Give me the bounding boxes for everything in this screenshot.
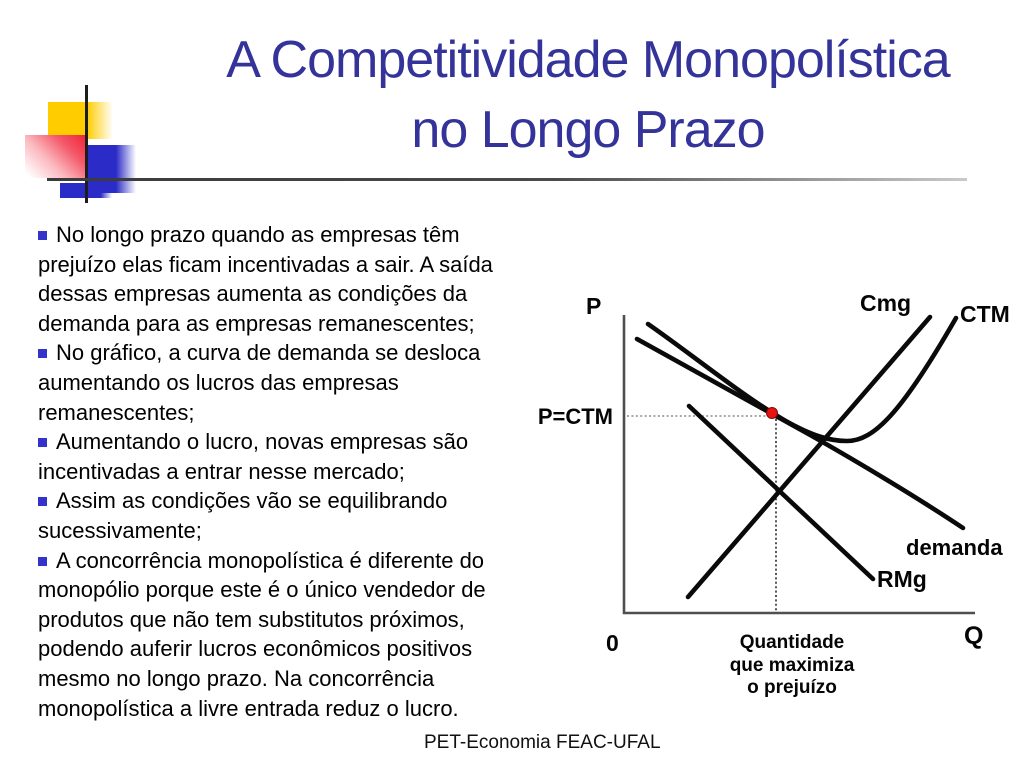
bullet-item: A concorrência monopolística é diferente… xyxy=(38,546,588,724)
axes-lines xyxy=(622,315,975,615)
ctm-curve-label: CTM xyxy=(960,301,1010,327)
slide-footer: PET-Economia FEAC-UFAL xyxy=(424,732,661,753)
bullet-item-text: Assim as condições vão se equilibrando s… xyxy=(38,488,448,543)
bullet-square-icon xyxy=(38,438,47,448)
bullet-item-text: No gráfico, a curva de demanda se desloc… xyxy=(38,340,481,425)
rmg-curve-label: RMg xyxy=(877,566,927,592)
bullet-item-text: Aumentando o lucro, novas empresas são i… xyxy=(38,429,469,484)
cmg-curve xyxy=(685,314,933,600)
bullet-list: No longo prazo quando as empresas têm pr… xyxy=(38,220,588,723)
corner-accent-yellow-square xyxy=(48,102,113,139)
corner-accent-vertical-line xyxy=(85,85,88,203)
demand-curve xyxy=(634,336,966,531)
bullet-item-text: No longo prazo quando as empresas têm pr… xyxy=(38,222,493,336)
ctm-curve xyxy=(645,315,959,444)
demand-curve-label: demanda xyxy=(906,535,1003,560)
title-divider-line xyxy=(47,178,967,181)
bullet-square-icon xyxy=(38,349,47,359)
bullet-item: Aumentando o lucro, novas empresas são i… xyxy=(38,427,588,486)
x-axis-label: Q xyxy=(964,622,984,650)
y-axis-label: P xyxy=(586,293,602,319)
bullet-square-icon xyxy=(38,231,47,240)
bullet-square-icon xyxy=(38,556,47,566)
bullet-item: No longo prazo quando as empresas têm pr… xyxy=(38,220,588,338)
equilibrium-point xyxy=(766,407,778,419)
quantity-annotation: Quantidade que maximiza o prejuízo xyxy=(729,632,855,698)
rmg-curve xyxy=(686,403,876,582)
cmg-curve-label: Cmg xyxy=(860,290,912,316)
bullet-square-icon xyxy=(38,497,47,507)
price-level-label: P=CTM xyxy=(537,404,613,429)
origin-label: 0 xyxy=(606,630,619,656)
bullet-item: No gráfico, a curva de demanda se desloc… xyxy=(38,338,588,427)
bullet-item: Assim as condições vão se equilibrando s… xyxy=(38,486,588,545)
page-title: A Competitividade Monopolística no Longo… xyxy=(226,31,950,159)
corner-accent-red-square xyxy=(25,135,87,178)
bullet-item-text: A concorrência monopolística é diferente… xyxy=(38,547,486,721)
